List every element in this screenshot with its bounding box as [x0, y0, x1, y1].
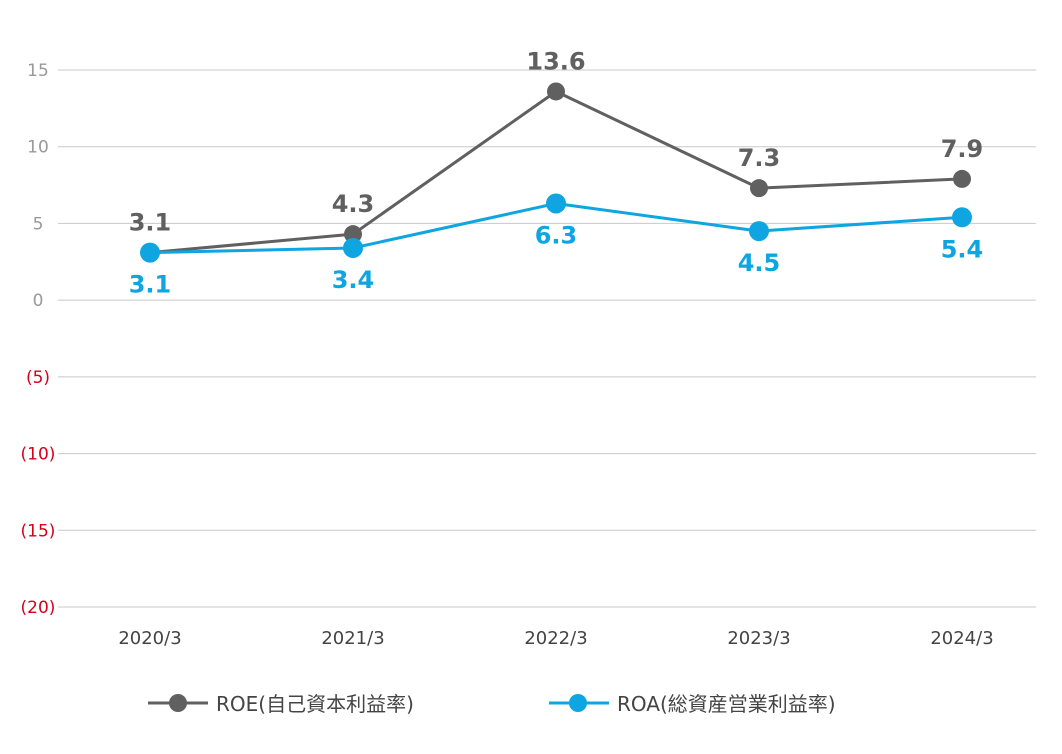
data-label-roa: 6.3	[535, 221, 578, 249]
data-label-roa: 3.1	[129, 271, 172, 299]
legend-label-roe: ROE(自己資本利益率)	[216, 692, 414, 716]
data-label-roe: 7.9	[941, 135, 984, 163]
y-axis-ticks: 15 10 5 0 (5) (10) (15) (20)	[21, 61, 56, 618]
data-label-roe: 7.3	[738, 144, 781, 172]
data-label-roa: 3.4	[332, 266, 375, 294]
series-lines	[140, 82, 972, 263]
x-tick-label: 2020/3	[118, 628, 181, 649]
data-point-roe	[344, 225, 362, 244]
y-tick-label: (10)	[21, 445, 56, 465]
data-point-roa	[343, 237, 363, 258]
data-point-roe	[547, 82, 565, 101]
data-label-roa: 5.4	[941, 235, 984, 263]
data-point-roe	[953, 169, 971, 188]
y-tick-label: (15)	[21, 521, 56, 541]
data-label-roe: 13.6	[526, 47, 585, 75]
legend-marker-roa	[569, 694, 587, 712]
y-tick-label: 15	[27, 61, 49, 81]
data-labels: 3.1 4.3 13.6 7.3 7.9 3.1 3.4 6.3 4.5 5.4	[129, 47, 984, 298]
gridlines	[58, 69, 1036, 608]
x-tick-label: 2024/3	[930, 628, 993, 649]
data-label-roe: 3.1	[129, 209, 172, 237]
x-tick-label: 2022/3	[524, 628, 587, 649]
data-point-roa	[749, 221, 769, 242]
legend-label-roa: ROA(総資産営業利益率)	[617, 692, 836, 716]
legend-marker-roe	[169, 694, 187, 712]
y-tick-label: (20)	[21, 598, 56, 618]
data-point-roe	[750, 179, 768, 198]
data-point-roa	[140, 242, 160, 263]
legend: ROE(自己資本利益率) ROA(総資産営業利益率)	[148, 692, 836, 716]
y-tick-label: 5	[33, 214, 44, 234]
x-tick-label: 2023/3	[727, 628, 790, 649]
data-label-roe: 4.3	[332, 190, 375, 218]
x-axis-ticks: 2020/3 2021/3 2022/3 2023/3 2024/3	[118, 628, 993, 649]
x-tick-label: 2021/3	[321, 628, 384, 649]
y-tick-label: (5)	[26, 368, 50, 388]
data-point-roa	[546, 193, 566, 214]
data-point-roa	[952, 207, 972, 228]
y-tick-label: 0	[33, 291, 44, 311]
y-tick-label: 10	[27, 138, 49, 158]
data-label-roa: 4.5	[738, 249, 781, 277]
